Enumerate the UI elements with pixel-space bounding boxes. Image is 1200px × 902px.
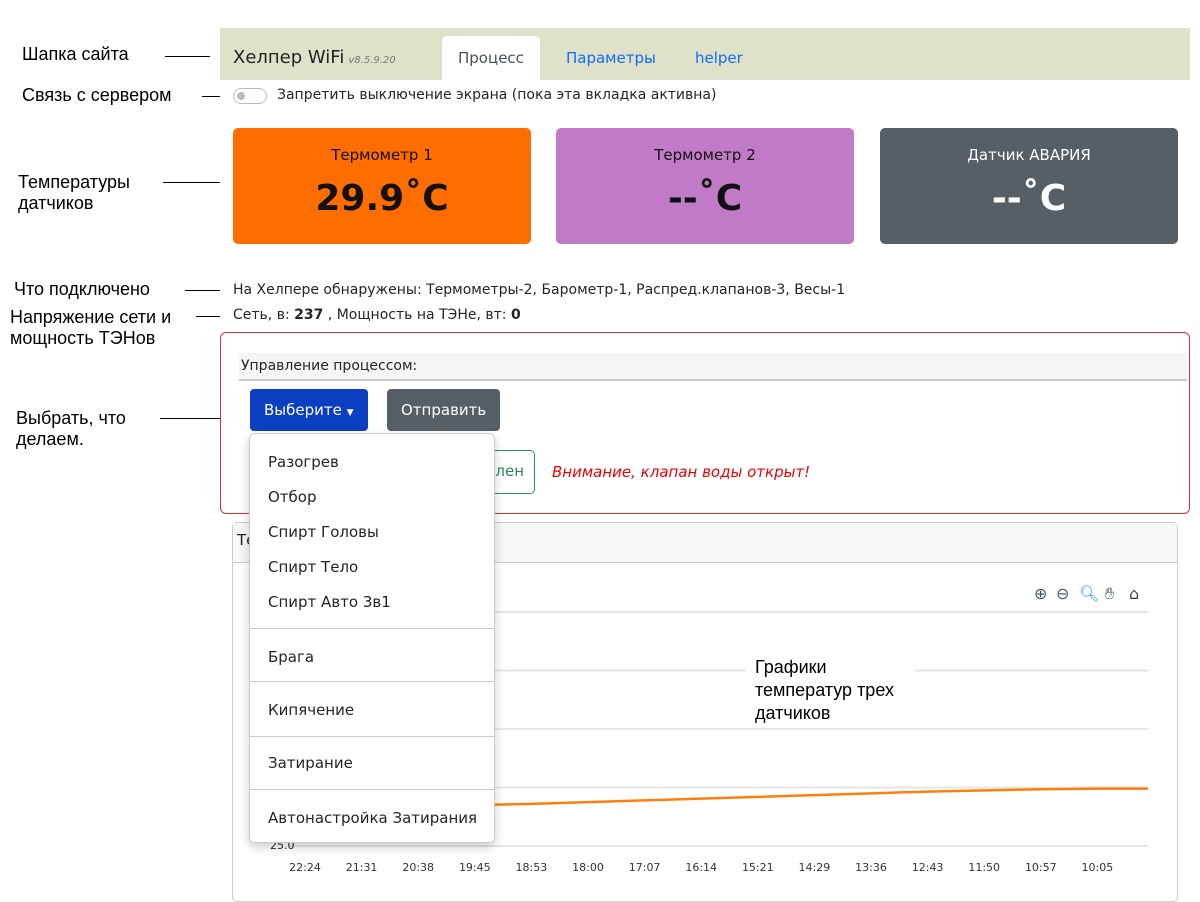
- home-icon[interactable]: ⌂: [1129, 584, 1140, 603]
- power-info: Сеть, в: 237 , Мощность на ТЭНе, вт: 0: [233, 307, 521, 323]
- annotation: Выбрать, что делаем.: [16, 408, 126, 449]
- process-dropdown-menu: Разогрев Отбор Спирт Головы Спирт Тело С…: [249, 433, 495, 843]
- tab-helper[interactable]: helper: [695, 49, 743, 67]
- zoom-in-icon[interactable]: ⊕: [1034, 584, 1048, 603]
- x-tick-label: 17:07: [628, 861, 661, 874]
- brand: Хелпер WiFi v8.5.9.20: [233, 47, 396, 68]
- menu-item[interactable]: Спирт Тело: [268, 558, 359, 576]
- zoom-out-icon[interactable]: ⊖: [1056, 584, 1070, 603]
- menu-item[interactable]: Кипячение: [268, 701, 355, 719]
- x-tick-label: 18:00: [572, 861, 604, 874]
- detected-devices: На Хелпере обнаружены: Термометры-2, Бар…: [233, 282, 846, 298]
- screen-lock-label: Запретить выключение экрана (пока эта вк…: [277, 87, 717, 103]
- x-tick-label: 19:45: [458, 861, 491, 874]
- annotation: Шапка сайта: [22, 44, 129, 64]
- x-tick-label: 11:50: [968, 861, 1001, 874]
- annotation: Графики температур трех датчиков: [745, 656, 915, 725]
- x-tick-label: 18:53: [515, 861, 548, 874]
- menu-item[interactable]: Спирт Головы: [268, 523, 379, 541]
- select-process-button[interactable]: Выберите ▼: [250, 389, 368, 431]
- menu-item[interactable]: Затирание: [268, 754, 353, 772]
- screen-lock-toggle[interactable]: [233, 88, 267, 104]
- x-tick-label: 22:24: [289, 861, 321, 874]
- series-line: [474, 787, 1148, 807]
- menu-item[interactable]: Отбор: [268, 488, 317, 506]
- card-thermometer-1: Термометр 1 29.9˚C: [233, 128, 531, 244]
- x-tick-label: 12:43: [911, 861, 944, 874]
- x-tick-label: 10:57: [1024, 861, 1057, 874]
- site-header: Хелпер WiFi v8.5.9.20 Процесс Параметры h…: [220, 28, 1190, 80]
- tab-parameters[interactable]: Параметры: [566, 49, 656, 67]
- x-tick-label: 14:29: [798, 861, 831, 874]
- tab-process[interactable]: Процесс: [442, 36, 540, 80]
- card-alarm-sensor: Датчик АВАРИЯ --˚C: [880, 128, 1178, 244]
- annotation: Напряжение сети и мощность ТЭНов: [10, 307, 172, 348]
- menu-item[interactable]: Разогрев: [268, 453, 339, 471]
- menu-item[interactable]: Спирт Авто 3в1: [268, 593, 391, 611]
- menu-item[interactable]: Автонастройка Затирания: [268, 809, 478, 827]
- card-thermometer-2: Термометр 2 --˚C: [556, 128, 854, 244]
- x-tick-label: 13:36: [855, 861, 887, 874]
- x-tick-label: 10:05: [1081, 861, 1114, 874]
- zoom-select-icon[interactable]: 🔍︎: [1079, 584, 1100, 603]
- warning-text: Внимание, клапан воды открыт!: [552, 463, 811, 481]
- x-tick-label: 21:31: [345, 861, 378, 874]
- send-button[interactable]: Отправить: [387, 389, 501, 431]
- annotation: Связь с сервером: [22, 85, 172, 105]
- pan-icon[interactable]: ✋︎: [1105, 584, 1115, 603]
- control-title: Управление процессом:: [239, 353, 1187, 381]
- caret-down-icon: ▼: [346, 408, 354, 418]
- x-tick-label: 20:38: [402, 861, 435, 874]
- menu-item[interactable]: Брага: [268, 648, 315, 666]
- annotation: Температуры датчиков: [18, 172, 130, 213]
- annotation: Что подключено: [14, 279, 150, 299]
- x-tick-label: 16:14: [685, 861, 718, 874]
- x-tick-label: 15:21: [741, 861, 774, 874]
- process-control-panel: Управление процессом: Выберите ▼ Отправи…: [220, 332, 1190, 514]
